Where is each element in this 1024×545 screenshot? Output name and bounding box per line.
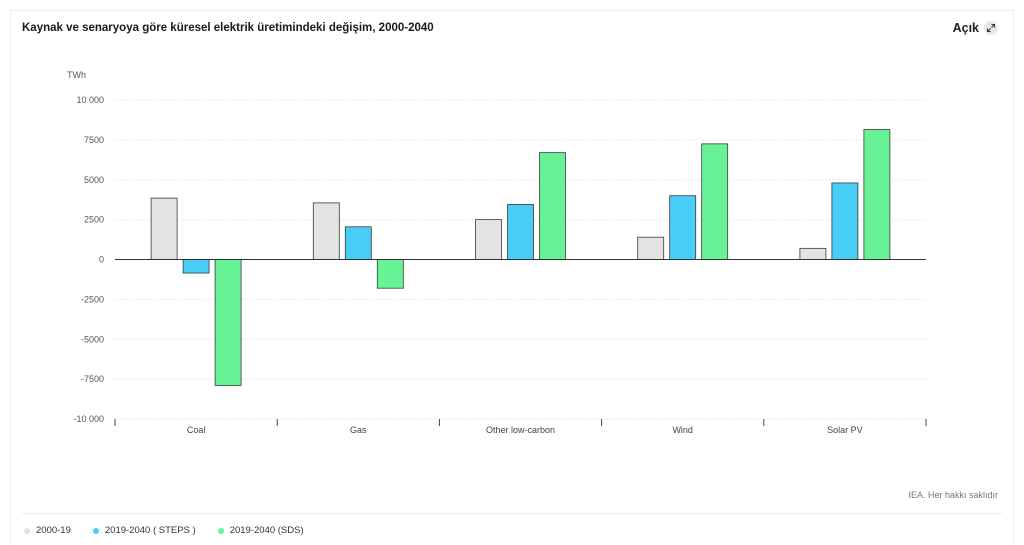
legend-label: 2019-2040 (SDS) — [229, 525, 304, 536]
legend-item-2000-19[interactable]: 2000-19 — [24, 525, 71, 536]
bar-chart: TWh 10 000 7500 5000 2500 0 -2500 -5000 -7500 -10… — [67, 70, 927, 435]
y-tick-label: -7500 — [81, 374, 104, 384]
y-tick-label: -5000 — [81, 334, 104, 344]
x-tick-label: Gas — [350, 425, 367, 435]
y-tick-label: 5000 — [84, 175, 104, 185]
legend-item-sds[interactable]: 2019-2040 (SDS) — [217, 525, 304, 536]
bar — [701, 143, 729, 260]
bar — [475, 219, 502, 260]
bar — [344, 226, 372, 260]
legend-dot — [24, 527, 30, 534]
x-tick-label: Coal — [187, 425, 206, 435]
chart-title: Kaynak ve senaryoya göre küresel elektri… — [22, 22, 434, 34]
y-tick-label: -2500 — [81, 294, 104, 304]
legend-label: 2000-19 — [36, 525, 71, 536]
bar — [214, 259, 242, 386]
y-tick-label: -10 000 — [73, 414, 104, 424]
chart-card — [10, 10, 1014, 545]
legend-dot — [92, 527, 99, 534]
bar — [799, 247, 827, 260]
legend: 2000-19 2019-2040 ( STEPS ) 2019-2040 (S… — [24, 525, 304, 536]
y-tick-label: 10 000 — [76, 95, 104, 105]
x-tick-label: Wind — [672, 425, 693, 435]
legend-item-steps[interactable]: 2019-2040 ( STEPS ) — [92, 525, 196, 536]
y-tick-label: 2500 — [84, 215, 104, 225]
x-tick-label: Other low-carbon — [486, 425, 555, 435]
legend-label: 2019-2040 ( STEPS ) — [104, 525, 196, 536]
bar — [182, 259, 210, 274]
bar — [376, 259, 404, 289]
bar — [312, 202, 340, 260]
bar — [831, 182, 859, 260]
expand-label: Açık — [952, 21, 979, 35]
legend-dot — [217, 527, 224, 534]
y-axis-unit: TWh — [67, 70, 86, 80]
y-tick-label: 0 — [99, 255, 104, 265]
y-tick-label: 7500 — [84, 135, 104, 145]
bar — [863, 129, 891, 260]
x-tick-label: Solar PV — [827, 425, 863, 435]
bar — [637, 236, 665, 260]
legend-divider — [22, 513, 1002, 514]
bar — [507, 204, 534, 260]
bar — [150, 197, 178, 260]
bar — [669, 195, 697, 260]
credit-text: IEA. Her hakkı saklıdır — [908, 490, 998, 500]
bar — [539, 152, 566, 260]
expand-button[interactable]: Açık — [953, 21, 998, 35]
expand-arrows-icon — [984, 21, 998, 35]
